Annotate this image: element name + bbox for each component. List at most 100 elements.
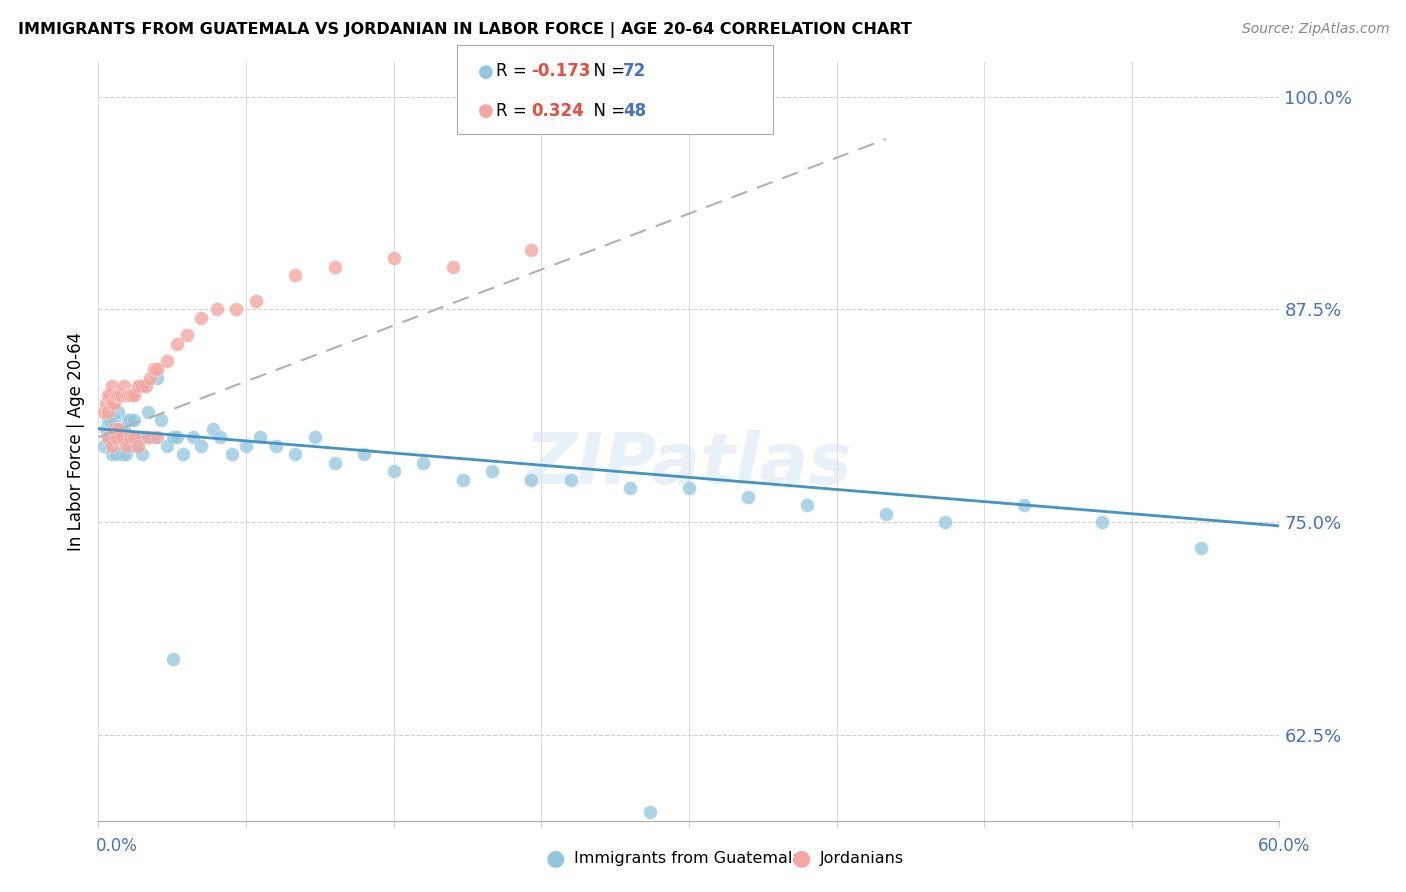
Point	[146, 430, 169, 444]
Point	[122, 430, 145, 444]
Point	[117, 387, 139, 401]
Text: Immigrants from Guatemala: Immigrants from Guatemala	[574, 851, 801, 865]
Point	[127, 379, 149, 393]
Point	[235, 439, 257, 453]
Point	[103, 422, 125, 436]
Point	[112, 430, 135, 444]
Point	[121, 430, 143, 444]
Point	[146, 370, 169, 384]
Point	[205, 302, 228, 317]
Text: Jordanians: Jordanians	[820, 851, 904, 865]
Point	[323, 456, 346, 470]
Text: Source: ZipAtlas.com: Source: ZipAtlas.com	[1241, 22, 1389, 37]
Point	[127, 430, 149, 444]
Point	[323, 260, 346, 274]
Point	[284, 447, 307, 461]
Point	[304, 430, 326, 444]
Point	[115, 387, 138, 401]
Point	[176, 328, 198, 343]
Text: 60.0%: 60.0%	[1258, 837, 1310, 855]
Text: IMMIGRANTS FROM GUATEMALA VS JORDANIAN IN LABOR FORCE | AGE 20-64 CORRELATION CH: IMMIGRANTS FROM GUATEMALA VS JORDANIAN I…	[18, 22, 912, 38]
Point	[166, 336, 188, 351]
Point	[101, 379, 124, 393]
Point	[131, 447, 153, 461]
Text: 48: 48	[623, 103, 645, 120]
Point	[737, 490, 759, 504]
Point	[225, 302, 247, 317]
Point	[98, 430, 121, 444]
Y-axis label: In Labor Force | Age 20-64: In Labor Force | Age 20-64	[66, 332, 84, 551]
Point	[101, 439, 124, 453]
Text: N =: N =	[583, 103, 631, 120]
Point	[162, 430, 184, 444]
Point	[112, 422, 135, 436]
Point	[619, 482, 641, 496]
Point	[111, 387, 134, 401]
Point	[105, 430, 128, 444]
Text: R =: R =	[496, 103, 533, 120]
Text: 0.0%: 0.0%	[96, 837, 138, 855]
Point	[520, 473, 543, 487]
Point	[150, 413, 173, 427]
Point	[166, 430, 188, 444]
Point	[97, 430, 120, 444]
Point	[117, 430, 139, 444]
Point	[1012, 499, 1035, 513]
Point	[135, 379, 157, 393]
Point	[146, 362, 169, 376]
Text: ●: ●	[478, 103, 494, 120]
Point	[107, 422, 129, 436]
Point	[481, 464, 503, 478]
Point	[97, 430, 120, 444]
Point	[382, 252, 405, 266]
Point	[111, 430, 134, 444]
Point	[125, 439, 148, 453]
Point	[107, 405, 129, 419]
Point	[107, 422, 129, 436]
Point	[105, 430, 128, 444]
Point	[97, 413, 120, 427]
Point	[136, 430, 159, 444]
Point	[105, 387, 128, 401]
Point	[190, 439, 212, 453]
Point	[93, 439, 115, 453]
Point	[97, 405, 120, 419]
Point	[112, 379, 135, 393]
Text: -0.173: -0.173	[531, 62, 591, 80]
Point	[122, 387, 145, 401]
Point	[796, 499, 818, 513]
Point	[249, 430, 271, 444]
Point	[93, 405, 115, 419]
Point	[451, 473, 474, 487]
Text: R =: R =	[496, 62, 533, 80]
Point	[108, 422, 131, 436]
Point	[107, 387, 129, 401]
Point	[131, 379, 153, 393]
Text: ●: ●	[546, 848, 565, 868]
Point	[128, 379, 150, 393]
Point	[156, 439, 179, 453]
Text: 0.324: 0.324	[531, 103, 585, 120]
Point	[141, 430, 163, 444]
Point	[105, 447, 128, 461]
Point	[142, 362, 165, 376]
Point	[115, 447, 138, 461]
Point	[201, 422, 224, 436]
Point	[678, 482, 700, 496]
Point	[115, 439, 138, 453]
Point	[121, 387, 143, 401]
Text: N =: N =	[583, 62, 631, 80]
Point	[172, 447, 194, 461]
Point	[108, 430, 131, 444]
Point	[96, 396, 118, 410]
Point	[103, 396, 125, 410]
Point	[122, 413, 145, 427]
Point	[142, 430, 165, 444]
Point	[284, 268, 307, 283]
Point	[441, 260, 464, 274]
Point	[101, 396, 124, 410]
Text: ●: ●	[478, 63, 494, 81]
Point	[118, 439, 141, 453]
Point	[108, 387, 131, 401]
Point	[107, 430, 129, 444]
